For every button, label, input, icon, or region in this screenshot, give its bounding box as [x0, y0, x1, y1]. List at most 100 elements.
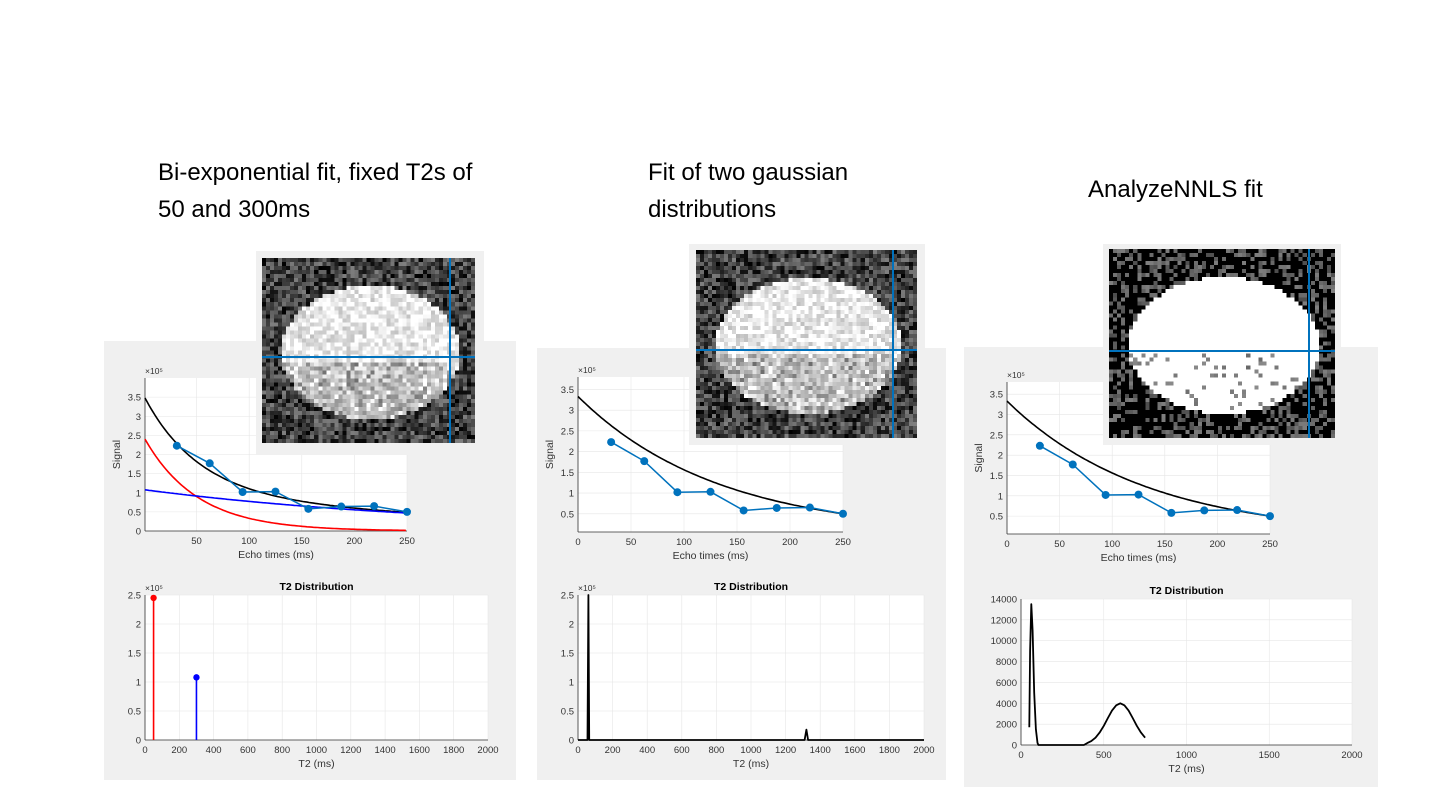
x-tick-label: 800 [274, 745, 290, 756]
x-tick-label: 1500 [1259, 750, 1280, 761]
stem-marker [150, 594, 157, 602]
fit-curve-long [144, 489, 406, 514]
y-tick-label: 2 [569, 447, 574, 458]
y-tick-label: 3 [569, 406, 574, 417]
y-tick-label: 2 [569, 620, 574, 631]
chart-4: 0 200 400 600 800 1000 1200 1400 1600 1800 2000 0 0.… [561, 581, 935, 770]
y-tick-label: 3.5 [561, 385, 574, 396]
measured-signal-point [238, 487, 247, 496]
x-tick-label: 100 [676, 537, 692, 548]
panel2-title-line1: Fit of two gaussian [648, 159, 849, 186]
panel3-parameter-map[interactable] [1109, 249, 1335, 438]
y-exponent-label: ×10⁵ [145, 583, 163, 593]
panel1-title: Bi-exponential fit, fixed T2s of 50 and … [158, 154, 472, 228]
measured-signal-point [805, 503, 814, 512]
x-tick-label: 800 [708, 745, 724, 756]
y-tick-label: 0 [569, 736, 574, 747]
y-tick-label: 1.5 [128, 469, 141, 480]
panel3-title: AnalyzeNNLS fit [1088, 171, 1263, 208]
chart-2: 0 200 400 600 800 1000 1200 1400 1600 1800 2000 0 0.… [128, 581, 499, 770]
fit-curve-short [144, 438, 406, 532]
x-tick-label: 200 [605, 745, 621, 756]
panel1-title-line1: Bi-exponential fit, fixed T2s of [158, 159, 473, 186]
y-tick-label: 1 [569, 489, 574, 500]
distribution-curve [1028, 603, 1146, 746]
x-tick-label: 400 [639, 745, 655, 756]
y-tick-label: 0.5 [561, 707, 574, 718]
measured-signal-line [610, 441, 844, 515]
x-tick-label: 1200 [340, 745, 361, 756]
chart-title: T2 Distribution [279, 581, 353, 593]
x-tick-label: 200 [346, 536, 362, 547]
x-tick-label: 250 [1262, 539, 1278, 550]
y-tick-label: 2 [136, 450, 141, 461]
y-tick-label: 2 [136, 620, 141, 631]
panel1-parameter-map[interactable] [262, 258, 475, 443]
y-axis-label: Signal [973, 443, 985, 472]
y-tick-label: 1 [136, 678, 141, 689]
panel2-parameter-map[interactable] [696, 250, 917, 438]
y-tick-label: 3 [998, 410, 1003, 421]
fit-curve-total [144, 397, 406, 514]
y-tick-label: 0.5 [990, 512, 1003, 523]
measured-signal-point [271, 487, 280, 496]
fit-curve-total [577, 395, 844, 515]
x-tick-label: 200 [782, 537, 798, 548]
measured-signal-point [1035, 441, 1044, 450]
measured-signal-line [176, 445, 408, 513]
measured-signal-point [172, 441, 181, 450]
y-tick-label: 0.5 [128, 707, 141, 718]
chart-6: 0 500 1000 1500 2000 0 2000 4000 6000 8000 10000 12… [991, 585, 1363, 775]
x-tick-label: 150 [294, 536, 310, 547]
measured-signal-point [337, 502, 346, 511]
x-tick-label: 100 [241, 536, 257, 547]
y-exponent-label: ×10⁵ [578, 365, 596, 375]
distribution-curve [578, 594, 924, 741]
y-tick-label: 1.5 [990, 471, 1003, 482]
x-tick-label: 250 [835, 537, 851, 548]
x-tick-label: 0 [1004, 539, 1009, 550]
x-tick-label: 1000 [306, 745, 327, 756]
measured-signal-point [839, 509, 847, 518]
y-tick-label: 3.5 [128, 393, 141, 404]
measured-signal-point [1134, 490, 1143, 499]
x-tick-label: 2000 [477, 745, 498, 756]
x-tick-label: 200 [171, 745, 187, 756]
y-tick-label: 14000 [991, 595, 1017, 606]
y-tick-label: 1 [998, 491, 1003, 502]
y-tick-label: 0 [136, 527, 141, 538]
x-tick-label: 2000 [913, 745, 934, 756]
y-tick-label: 2.5 [561, 426, 574, 437]
measured-signal-point [304, 504, 313, 513]
y-tick-label: 0.5 [561, 509, 574, 520]
x-tick-label: 150 [1157, 539, 1173, 550]
y-tick-label: 6000 [996, 678, 1017, 689]
measured-signal-point [1167, 508, 1176, 517]
x-tick-label: 0 [142, 745, 147, 756]
x-tick-label: 50 [191, 536, 202, 547]
y-tick-label: 2.5 [990, 430, 1003, 441]
y-exponent-label: ×10⁵ [1007, 370, 1025, 380]
panel1-title-line2: 50 and 300ms [158, 196, 311, 223]
x-tick-label: 1000 [1176, 750, 1197, 761]
chart-title: T2 Distribution [1149, 585, 1223, 597]
measured-signal-point [1266, 512, 1274, 521]
x-tick-label: 1400 [810, 745, 831, 756]
measured-signal-point [1233, 506, 1242, 515]
x-tick-label: 1600 [844, 745, 865, 756]
stem-marker [193, 674, 200, 681]
x-tick-label: 150 [729, 537, 745, 548]
x-axis-label: T2 (ms) [1168, 763, 1204, 775]
measured-signal-point [1101, 490, 1110, 499]
x-axis-label: T2 (ms) [298, 758, 334, 770]
x-tick-label: 200 [1209, 539, 1225, 550]
y-exponent-label: ×10⁵ [145, 366, 163, 376]
measured-signal-point [403, 507, 411, 516]
measured-signal-point [607, 438, 616, 447]
measured-signal-point [706, 487, 715, 496]
y-tick-label: 2.5 [561, 591, 574, 602]
x-tick-label: 1400 [375, 745, 396, 756]
y-tick-label: 1.5 [128, 649, 141, 660]
panel2-title-line2: distributions [648, 196, 777, 223]
